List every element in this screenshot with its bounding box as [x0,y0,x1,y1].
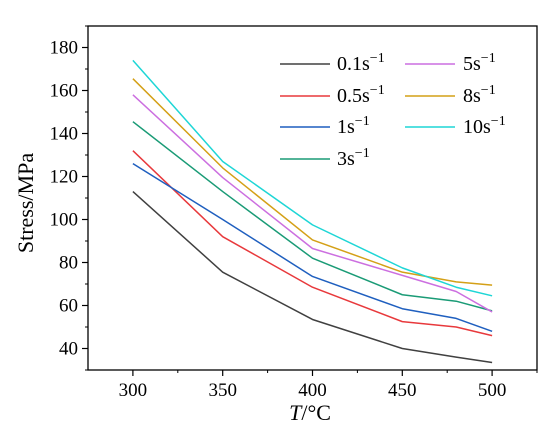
x-tick-label: 350 [208,380,237,401]
legend-label: 3s−1 [337,146,370,170]
legend-label-exponent: −1 [481,51,496,66]
series-line-3 [132,121,493,312]
legend-label-exponent: −1 [370,51,385,66]
y-axis-title: Stress/MPa [13,153,38,253]
legend-label: 0.1s−1 [337,51,385,75]
y-tick-label: 60 [59,296,78,317]
legend-label-exponent: −1 [481,83,496,98]
y-tick-label: 180 [50,38,79,59]
y-tick-label: 140 [50,124,79,145]
series-line-5 [132,94,493,313]
legend-label-exponent: −1 [370,83,385,98]
legend-label-exponent: −1 [355,114,370,129]
legend-label-unit: s [473,53,481,75]
legend-label-unit: s [347,148,355,170]
legend-label-unit: s [362,53,370,75]
legend-label-value: 10 [463,116,483,138]
legend-label-value: 0.1 [337,53,362,75]
series-line-8 [132,78,493,286]
legend-label: 10s−1 [463,114,506,138]
y-tick-label: 100 [50,210,79,231]
legend-label: 5s−1 [463,51,496,75]
legend-label: 1s−1 [337,114,370,138]
legend-label-value: 3 [337,148,347,170]
x-tick-label: 450 [388,380,417,401]
x-tick-label: 300 [119,380,148,401]
y-tick-label: 80 [59,253,78,274]
series-line-0_1 [132,190,493,364]
x-tick-label: 500 [478,380,507,401]
plot-frame [87,25,538,371]
y-tick-label: 40 [59,339,78,360]
x-axis-title-unit: /°C [301,400,331,425]
legend-label-value: 0.5 [337,85,362,107]
legend-label-unit: s [473,85,481,107]
x-axis-title: T/°C [289,400,331,425]
legend-label-value: 1 [337,116,347,138]
legend-label-exponent: −1 [355,146,370,161]
series-line-1 [132,162,493,333]
series-lines [132,59,493,364]
y-tick-label: 160 [50,81,79,102]
legend-label-value: 5 [463,53,473,75]
series-line-0_5 [132,150,493,337]
legend-label-exponent: −1 [491,114,506,129]
x-axis-title-variable: T [289,400,303,425]
legend-label: 0.5s−1 [337,83,385,107]
axes: 300 350 400 450 500 40 60 80 100 120 140 160 180 [50,25,538,401]
legend-label: 8s−1 [463,83,496,107]
legend-label-unit: s [483,116,491,138]
y-tick-label: 120 [50,167,79,188]
legend-label-unit: s [362,85,370,107]
legend-label-unit: s [347,116,355,138]
series-line-10 [132,59,493,297]
legend-label-value: 8 [463,85,473,107]
x-tick-label: 400 [298,380,327,401]
